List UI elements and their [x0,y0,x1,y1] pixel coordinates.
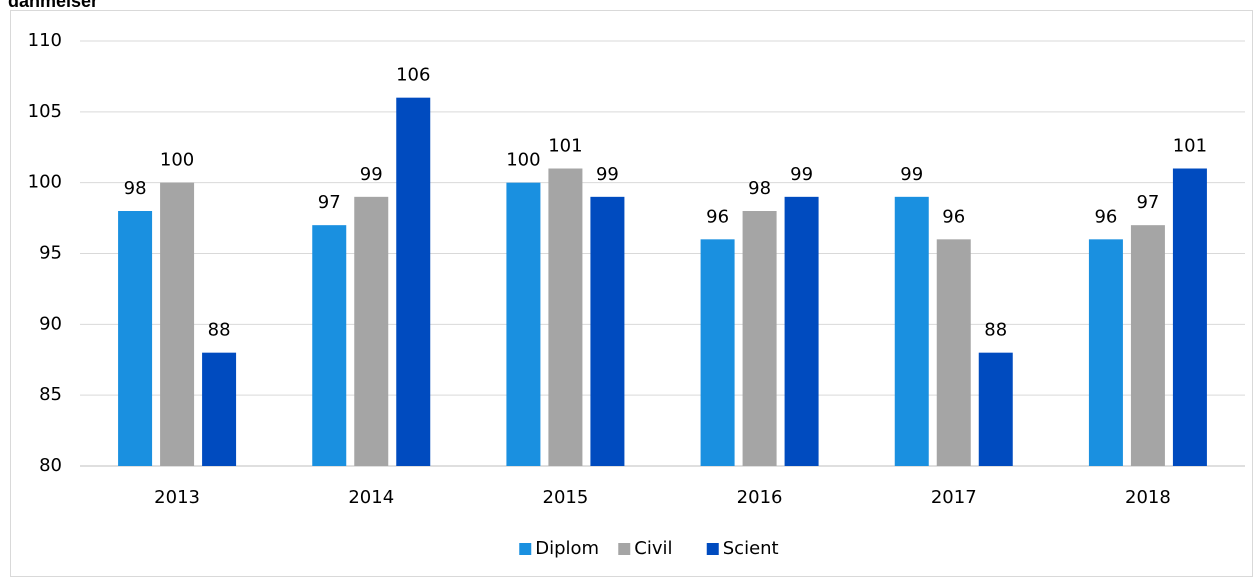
legend-swatch [706,543,719,555]
data-label: 99 [360,164,383,185]
x-tick-label: 2015 [543,487,589,508]
legend-swatch [618,543,631,555]
bar [784,196,819,467]
data-label: 99 [790,164,813,185]
legend-label: Diplom [535,538,599,559]
bar [1130,225,1165,466]
y-tick-label: 90 [39,313,62,334]
data-label: 88 [984,320,1007,341]
data-label: 99 [596,164,619,185]
x-tick-label: 2018 [1125,487,1171,508]
data-label: 88 [208,320,231,341]
x-tick-label: 2017 [931,487,977,508]
bar [506,182,541,466]
bar [548,168,583,466]
bar [894,196,929,467]
bar [978,352,1013,466]
data-label: 101 [1173,136,1207,157]
bar [312,225,347,466]
y-tick-label: 80 [39,455,62,476]
bar [742,211,777,466]
x-tick-label: 2013 [154,487,200,508]
bar [1088,239,1123,466]
y-tick-label: 105 [28,101,62,122]
bar [936,239,971,466]
data-label: 96 [942,206,965,227]
data-label: 96 [1094,206,1117,227]
data-label: 98 [124,178,147,199]
bar [160,182,195,466]
data-label: 97 [318,192,341,213]
data-label: 106 [396,65,430,86]
bar [354,196,389,467]
x-tick-label: 2014 [348,487,394,508]
legend-swatch [519,543,532,555]
data-label: 100 [506,150,540,171]
data-label: 100 [160,150,194,171]
y-tick-label: 85 [39,384,62,405]
bar [590,196,625,467]
x-tick-label: 2016 [737,487,783,508]
legend-label: Civil [634,538,672,559]
data-label: 98 [748,178,771,199]
y-tick-label: 100 [28,172,62,193]
legend-label: Scient [723,538,779,559]
data-label: 101 [548,136,582,157]
y-tick-label: 110 [28,30,62,51]
bar [396,97,431,467]
y-tick-label: 95 [39,243,62,264]
title-mask [0,0,200,10]
bar [1172,168,1207,466]
bar [118,211,153,466]
chart-title: danmelser [8,0,98,11]
data-label: 97 [1136,192,1159,213]
bar [202,352,237,466]
data-label: 99 [900,164,923,185]
chart-frame [10,10,1253,577]
bar [700,239,735,466]
data-label: 96 [706,206,729,227]
